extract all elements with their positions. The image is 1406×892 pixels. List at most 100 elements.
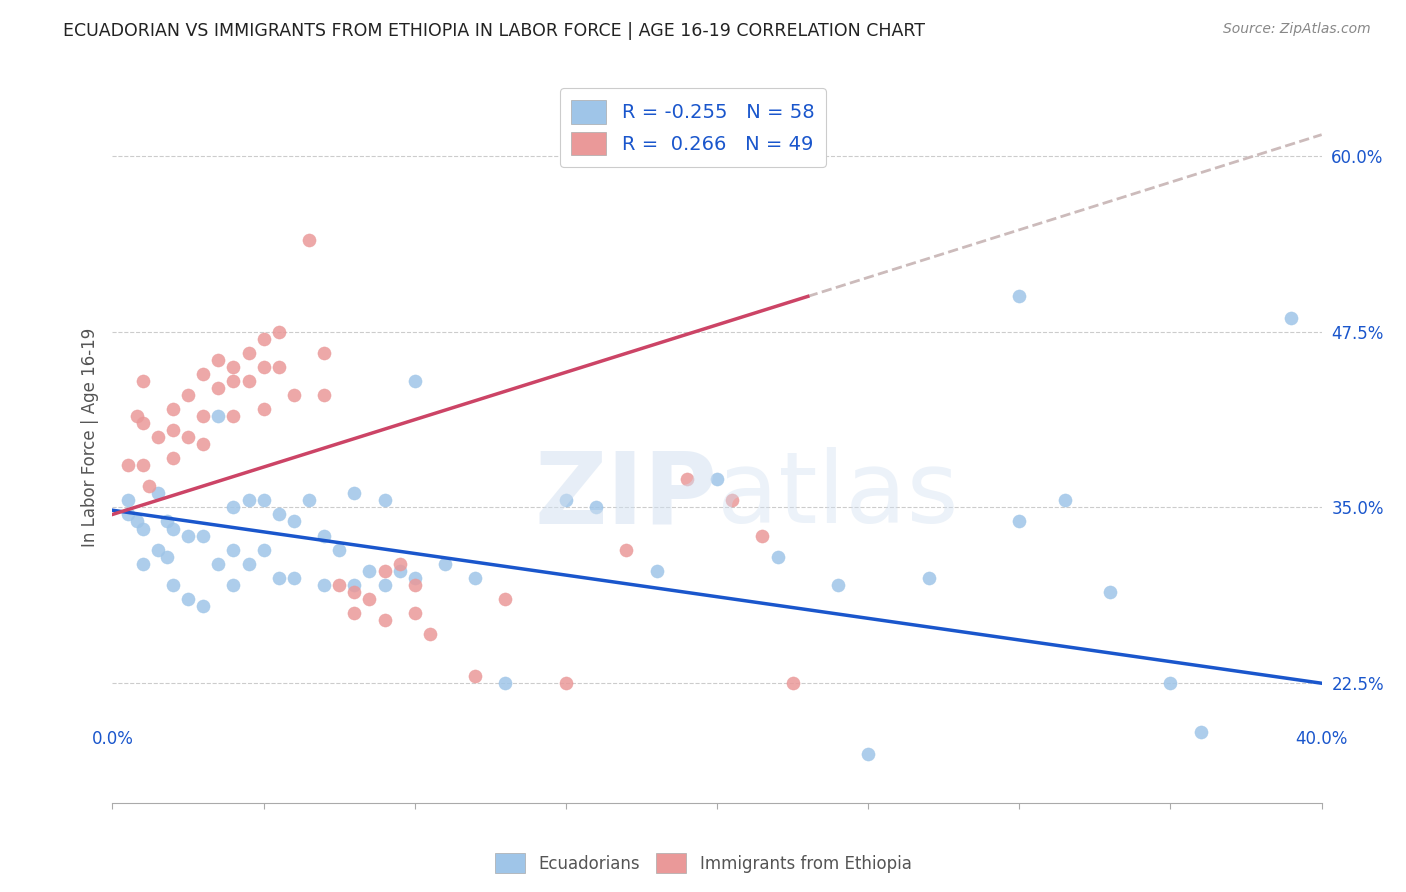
Point [177, 528, 200, 542]
Point [374, 493, 396, 508]
Point [191, 528, 214, 542]
Point [207, 409, 229, 423]
Legend: R = -0.255   N = 58, R =  0.266   N = 49: R = -0.255 N = 58, R = 0.266 N = 49 [560, 88, 827, 167]
Point [283, 571, 305, 585]
Point [328, 542, 350, 557]
Point [645, 564, 668, 578]
Point [222, 374, 245, 388]
Point [146, 542, 169, 557]
Point [132, 416, 155, 430]
Point [1279, 310, 1302, 325]
Point [328, 578, 350, 592]
Text: ECUADORIAN VS IMMIGRANTS FROM ETHIOPIA IN LABOR FORCE | AGE 16-19 CORRELATION CH: ECUADORIAN VS IMMIGRANTS FROM ETHIOPIA I… [63, 22, 925, 40]
Point [191, 599, 214, 613]
Point [314, 578, 336, 592]
Point [117, 508, 139, 522]
Point [132, 521, 155, 535]
Point [162, 451, 184, 466]
Text: Source: ZipAtlas.com: Source: ZipAtlas.com [1223, 22, 1371, 37]
Point [238, 557, 260, 571]
Point [1189, 725, 1212, 739]
Point [464, 571, 486, 585]
Text: ZIP: ZIP [534, 447, 717, 544]
Point [222, 542, 245, 557]
Point [554, 676, 576, 690]
Point [374, 613, 396, 627]
Point [404, 578, 426, 592]
Point [388, 564, 411, 578]
Point [298, 493, 321, 508]
Legend: Ecuadorians, Immigrants from Ethiopia: Ecuadorians, Immigrants from Ethiopia [488, 847, 918, 880]
Point [495, 591, 517, 606]
Point [314, 528, 336, 542]
Point [359, 591, 381, 606]
Point [162, 578, 184, 592]
Point [146, 486, 169, 500]
Point [207, 352, 229, 367]
Point [267, 571, 290, 585]
Point [117, 458, 139, 473]
Point [191, 367, 214, 381]
Text: 40.0%: 40.0% [1295, 730, 1348, 747]
Point [1008, 515, 1031, 529]
Point [343, 584, 366, 599]
Point [554, 493, 576, 508]
Point [433, 557, 456, 571]
Point [283, 515, 305, 529]
Point [253, 359, 276, 374]
Point [177, 591, 200, 606]
Point [343, 578, 366, 592]
Point [675, 472, 697, 486]
Point [404, 374, 426, 388]
Point [374, 578, 396, 592]
Point [464, 669, 486, 683]
Point [1098, 584, 1121, 599]
Point [343, 606, 366, 620]
Point [238, 493, 260, 508]
Point [132, 374, 155, 388]
Point [1008, 289, 1031, 303]
Point [238, 345, 260, 359]
Point [856, 747, 880, 761]
Point [253, 332, 276, 346]
Point [267, 359, 290, 374]
Point [404, 606, 426, 620]
Point [298, 233, 321, 247]
Point [374, 564, 396, 578]
Point [283, 388, 305, 402]
Point [132, 557, 155, 571]
Point [388, 557, 411, 571]
Point [827, 578, 849, 592]
Point [156, 549, 179, 564]
Point [706, 472, 728, 486]
Point [721, 493, 744, 508]
Point [125, 409, 148, 423]
Point [918, 571, 941, 585]
Point [162, 521, 184, 535]
Point [207, 557, 229, 571]
Point [253, 401, 276, 416]
Point [162, 401, 184, 416]
Point [343, 486, 366, 500]
Point [495, 676, 517, 690]
Point [162, 423, 184, 437]
Point [616, 542, 638, 557]
Point [314, 388, 336, 402]
Point [156, 515, 179, 529]
Point [117, 493, 139, 508]
Point [125, 515, 148, 529]
Point [138, 479, 160, 493]
Point [267, 325, 290, 339]
Point [222, 359, 245, 374]
Point [782, 676, 804, 690]
Point [146, 430, 169, 444]
Point [177, 388, 200, 402]
Point [177, 430, 200, 444]
Point [359, 564, 381, 578]
Point [191, 409, 214, 423]
Point [751, 528, 773, 542]
Point [253, 493, 276, 508]
Point [132, 458, 155, 473]
Y-axis label: In Labor Force | Age 16-19: In Labor Force | Age 16-19 [80, 327, 98, 547]
Text: 0.0%: 0.0% [91, 730, 134, 747]
